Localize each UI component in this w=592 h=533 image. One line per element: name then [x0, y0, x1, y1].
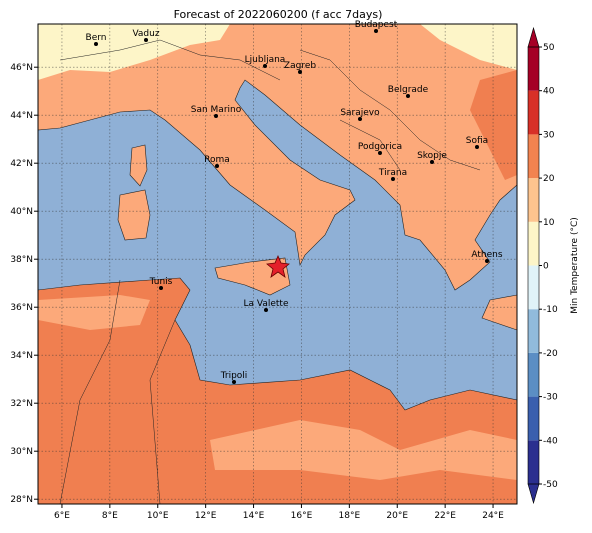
colorbar-tick-label: -30: [543, 393, 558, 403]
city-label: Skopje: [417, 151, 447, 161]
city-label: Budapest: [355, 20, 398, 30]
city-dot: [232, 380, 236, 384]
colorbar-band: [528, 440, 539, 484]
colorbar-band: [528, 90, 539, 135]
colorbar-band: [528, 309, 539, 353]
colorbar-band: [528, 265, 539, 310]
x-tick-label: 12°E: [195, 511, 217, 521]
city-label: Tunis: [149, 277, 173, 287]
x-tick-label: 14°E: [243, 511, 265, 521]
y-tick-label: 38°N: [10, 255, 33, 265]
city-dot: [94, 42, 98, 46]
x-tick-label: 22°E: [434, 511, 456, 521]
city-dot: [378, 151, 382, 155]
city-dot: [391, 177, 395, 181]
city-label: Tirana: [378, 168, 407, 178]
colorbar-band: [528, 396, 539, 441]
city-dot: [298, 70, 302, 74]
city-label: Zagreb: [284, 61, 316, 71]
colorbar-tick-label: 10: [543, 218, 555, 228]
sardinia: [117, 189, 151, 241]
colorbar-band: [528, 221, 539, 266]
y-tick-label: 40°N: [10, 207, 33, 217]
city-label: Bern: [86, 33, 107, 43]
colorbar-band: [528, 352, 539, 397]
city-dot: [430, 160, 434, 164]
city-label: Sofia: [466, 136, 488, 146]
star-marker: [266, 254, 290, 278]
corsica: [129, 144, 148, 187]
colorbar-tick-label: 50: [543, 43, 555, 53]
cold-zone: [38, 24, 230, 80]
x-tick-label: 24°E: [482, 511, 504, 521]
colorbar-tick-label: -20: [543, 349, 558, 359]
y-tick-label: 30°N: [10, 447, 33, 457]
title: Forecast of 2022060200 (f acc 7days): [174, 8, 383, 21]
colorbar-band: [528, 178, 539, 222]
city-label: Roma: [204, 155, 230, 165]
colorbar-tick-label: 0: [543, 262, 549, 272]
city-dot: [144, 38, 148, 42]
mild-zone: [38, 295, 150, 330]
colorbar-extend-high: [527, 26, 540, 48]
city-label: Ljubljana: [245, 55, 286, 65]
mild-zone: [210, 420, 517, 480]
x-tick-label: 10°E: [147, 511, 169, 521]
colorbar-tick-label: 30: [543, 130, 555, 140]
colorbar-tick-label: 40: [543, 87, 555, 97]
colorbar-tick-label: -10: [543, 305, 558, 315]
city-dot: [358, 117, 362, 121]
y-tick-label: 32°N: [10, 399, 33, 409]
x-tick-label: 6°E: [54, 511, 70, 521]
y-tick-label: 34°N: [10, 351, 33, 361]
y-tick-label: 44°N: [10, 111, 33, 121]
x-tick-label: 8°E: [102, 511, 118, 521]
city-label: Vaduz: [132, 29, 159, 39]
y-tick-label: 28°N: [10, 495, 33, 505]
city-label: San Marino: [191, 105, 242, 115]
colorbar-band: [528, 134, 539, 179]
borders: [59, 39, 481, 505]
colorbar-tick-label: 20: [543, 174, 555, 184]
colorbar-tick-label: -50: [543, 480, 558, 490]
city-label: La Valette: [244, 299, 289, 309]
city-label: Tripoli: [220, 371, 248, 381]
city-dot: [406, 94, 410, 98]
warm-zone: [470, 70, 517, 180]
y-tick-label: 36°N: [10, 303, 33, 313]
city-dot: [214, 114, 218, 118]
city-dot: [485, 259, 489, 263]
colorbar-extend-low: [527, 483, 540, 505]
map-frame: [37, 23, 518, 505]
city-dot: [263, 64, 267, 68]
city-label: Podgorica: [358, 142, 402, 152]
x-tick-label: 20°E: [386, 511, 408, 521]
x-tick-label: 16°E: [291, 511, 313, 521]
city-dot: [475, 145, 479, 149]
city-dot: [374, 29, 378, 33]
city-dot: [215, 164, 219, 168]
y-tick-label: 42°N: [10, 159, 33, 169]
colorbar-tick-label: -40: [543, 436, 558, 446]
y-tick-label: 46°N: [10, 63, 33, 73]
colorbar-label: Min Temperature (°C): [570, 217, 580, 314]
city-label: Sarajevo: [340, 108, 380, 118]
city-label: Belgrade: [388, 85, 429, 95]
city-label: Athens: [471, 250, 502, 260]
x-tick-label: 18°E: [339, 511, 361, 521]
city-dot: [264, 308, 268, 312]
city-dot: [159, 286, 163, 290]
colorbar-band: [528, 47, 539, 91]
